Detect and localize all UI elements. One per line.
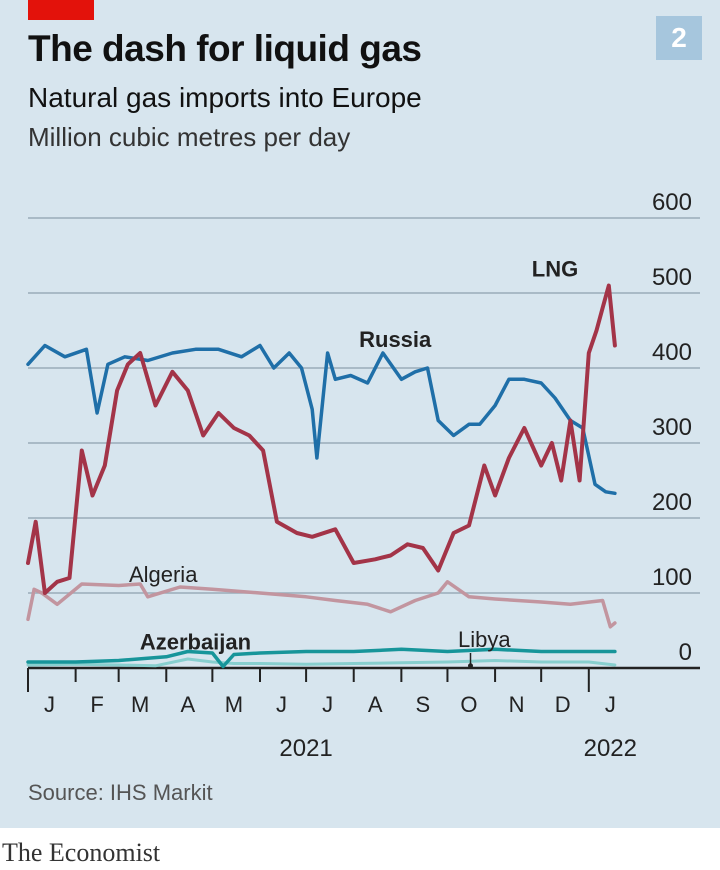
series-line-algeria <box>26 580 617 629</box>
chart-number-badge: 2 <box>656 16 702 60</box>
x-year-label: 2022 <box>584 735 637 762</box>
x-tick-label: A <box>368 692 383 717</box>
libya-leader-dot <box>468 663 473 669</box>
y-tick-label: 300 <box>652 414 692 441</box>
y-tick-label: 200 <box>652 489 692 516</box>
series-label-azerbaijan: Azerbaijan <box>140 629 251 654</box>
x-tick-label: J <box>322 692 333 717</box>
series-label-lng: LNG <box>532 257 578 282</box>
axes: 0 100 200 300 400 500 600 J F M A M J J A S O N D J 2021 2022 <box>27 189 692 762</box>
x-tick-label: J <box>276 692 287 717</box>
y-tick-label: 0 <box>679 639 692 666</box>
series-lines <box>26 283 617 669</box>
y-tick-label: 500 <box>652 264 692 291</box>
chart-subtitle: Natural gas imports into Europe <box>28 82 422 113</box>
series-line-libya <box>26 657 617 668</box>
brand-red-tab <box>28 0 94 20</box>
x-tick-label: F <box>90 692 103 717</box>
chart-card <box>0 0 720 828</box>
series-label-algeria: Algeria <box>129 562 198 587</box>
source-note: Source: IHS Markit <box>28 780 213 805</box>
x-year-label: 2021 <box>279 735 332 762</box>
y-tick-label: 100 <box>652 564 692 591</box>
y-tick-label: 400 <box>652 339 692 366</box>
series-labels: Russia LNG Algeria Azerbaijan Libya <box>129 257 578 669</box>
x-tick-label: O <box>460 692 477 717</box>
x-tick-label: N <box>509 692 525 717</box>
x-tick-label: S <box>416 692 431 717</box>
series-line-lng <box>26 283 617 595</box>
x-tick-label: D <box>555 692 571 717</box>
y-tick-label: 600 <box>652 189 692 216</box>
x-tick-label: M <box>225 692 243 717</box>
x-tick-label: A <box>180 692 195 717</box>
publisher-logo: The Economist <box>2 838 161 867</box>
x-tick-label: J <box>605 692 616 717</box>
x-tick-label: M <box>131 692 149 717</box>
x-tick-label: J <box>44 692 55 717</box>
chart-units-label: Million cubic metres per day <box>28 122 351 152</box>
line-chart: Russia LNG Algeria Azerbaijan Libya 0 100 200 3… <box>26 189 700 762</box>
chart-title: The dash for liquid gas <box>28 28 422 69</box>
series-label-libya: Libya <box>458 627 511 652</box>
series-label-russia: Russia <box>359 327 432 352</box>
